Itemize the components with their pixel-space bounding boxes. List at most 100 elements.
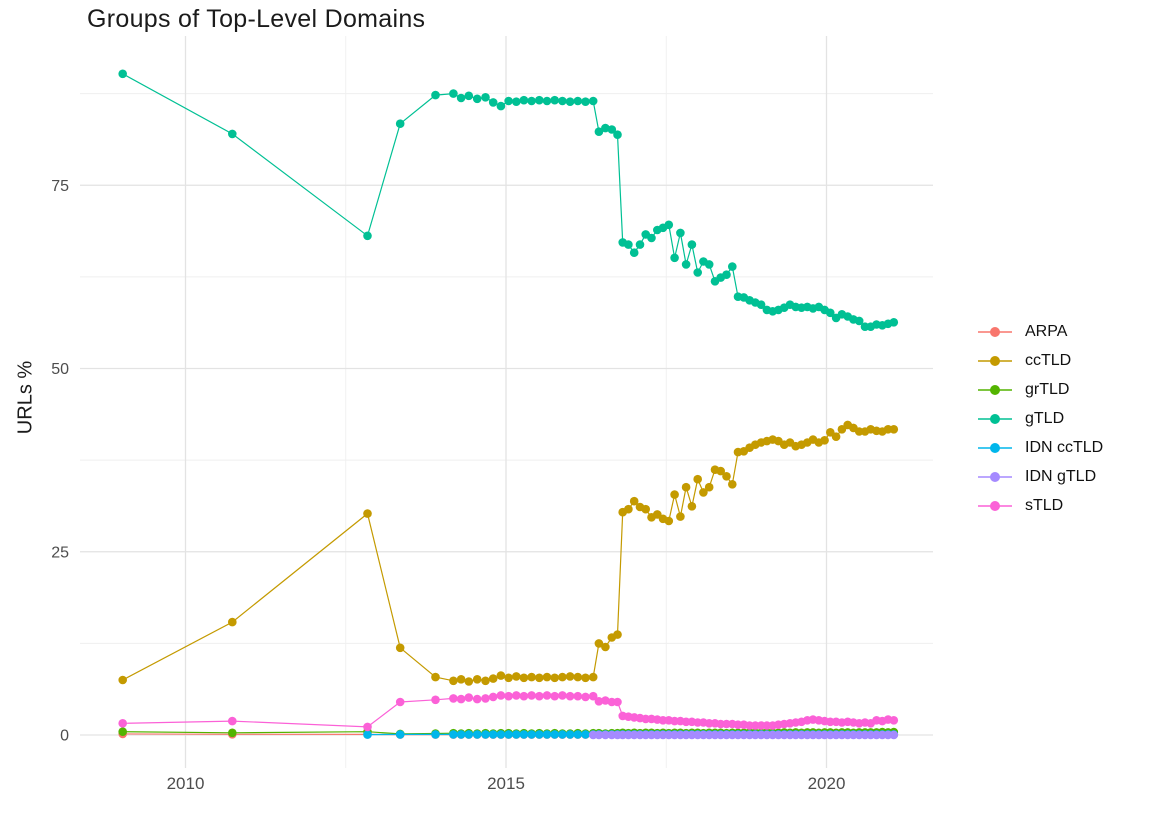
- data-point-gtld: [589, 97, 598, 106]
- data-point-gtld: [457, 94, 466, 103]
- data-point-stld: [481, 694, 490, 703]
- data-point-cctld: [527, 673, 536, 682]
- data-point-gtld: [465, 92, 474, 101]
- data-point-idn-cctld: [574, 730, 583, 739]
- legend-key-icon: [976, 412, 1014, 426]
- data-point-cctld: [601, 643, 610, 652]
- data-point-cctld: [665, 517, 674, 526]
- data-point-idn-cctld: [581, 730, 590, 739]
- data-point-gtld: [670, 253, 679, 262]
- data-point-cctld: [520, 674, 529, 683]
- data-point-gtld: [665, 221, 674, 230]
- data-point-cctld: [624, 505, 633, 514]
- data-point-cctld: [613, 630, 622, 639]
- data-point-gtld: [566, 97, 575, 106]
- legend-label: IDN ccTLD: [1025, 439, 1103, 457]
- data-point-stld: [581, 693, 590, 702]
- legend-key-icon: [976, 354, 1014, 368]
- legend-label: ccTLD: [1025, 352, 1071, 370]
- x-tick-label: 2020: [808, 774, 846, 793]
- data-point-cctld: [558, 673, 567, 682]
- data-point-gtld: [890, 318, 899, 327]
- data-point-stld: [363, 723, 372, 732]
- data-point-stld: [489, 693, 498, 702]
- data-point-cctld: [396, 644, 405, 653]
- data-point-gtld: [728, 262, 737, 271]
- data-point-stld: [431, 696, 440, 705]
- x-tick-label: 2015: [487, 774, 525, 793]
- data-point-cctld: [512, 672, 521, 681]
- data-point-cctld: [550, 674, 559, 683]
- data-point-stld: [504, 692, 513, 701]
- data-point-cctld: [566, 672, 575, 681]
- legend-key-icon: [976, 499, 1014, 513]
- data-point-gtld: [636, 240, 645, 249]
- x-tick-label: 2010: [167, 774, 205, 793]
- data-point-stld: [473, 695, 482, 704]
- data-point-cctld: [676, 512, 685, 521]
- data-point-idn-cctld: [527, 730, 536, 739]
- data-point-cctld: [890, 425, 899, 434]
- data-point-gtld: [363, 232, 372, 241]
- data-point-idn-cctld: [481, 730, 490, 739]
- data-point-gtld: [512, 97, 521, 106]
- legend-label: grTLD: [1025, 381, 1069, 399]
- data-point-gtld: [543, 97, 552, 106]
- data-point-stld: [613, 698, 622, 707]
- data-point-stld: [550, 692, 559, 701]
- data-point-cctld: [832, 432, 841, 441]
- data-point-gtld: [497, 102, 506, 111]
- legend-item-arpa: ARPA: [976, 322, 1103, 342]
- data-point-gtld: [473, 95, 482, 104]
- data-point-cctld: [449, 677, 458, 686]
- data-point-gtld: [535, 96, 544, 105]
- data-point-cctld: [688, 502, 697, 511]
- data-point-stld: [228, 717, 237, 726]
- y-tick-label: 0: [60, 728, 69, 745]
- data-point-idn-cctld: [566, 730, 575, 739]
- data-point-cctld: [228, 618, 237, 627]
- legend-label: IDN gTLD: [1025, 468, 1096, 486]
- data-point-idn-cctld: [473, 730, 482, 739]
- data-point-idn-cctld: [431, 730, 440, 739]
- legend-label: gTLD: [1025, 410, 1064, 428]
- data-point-idn-cctld: [465, 730, 474, 739]
- data-point-gtld: [449, 89, 458, 98]
- y-axis-title: URLs %: [15, 308, 38, 488]
- data-point-stld: [574, 692, 583, 701]
- legend-key-icon: [976, 470, 1014, 484]
- data-point-stld: [558, 691, 567, 700]
- data-point-cctld: [489, 674, 498, 683]
- data-point-cctld: [457, 675, 466, 684]
- data-point-stld: [512, 691, 521, 700]
- data-point-idn-cctld: [363, 730, 372, 739]
- data-point-gtld: [688, 240, 697, 249]
- data-point-gtld: [550, 96, 559, 105]
- data-point-cctld: [581, 674, 590, 683]
- data-point-cctld: [535, 674, 544, 683]
- data-point-stld: [449, 694, 458, 703]
- data-point-idn-cctld: [520, 730, 529, 739]
- data-point-gtld: [481, 93, 490, 102]
- data-point-gtld: [558, 97, 567, 106]
- data-point-stld: [543, 691, 552, 700]
- legend-key-icon: [976, 325, 1014, 339]
- data-point-cctld: [693, 475, 702, 484]
- data-point-cctld: [497, 671, 506, 680]
- data-point-idn-cctld: [512, 730, 521, 739]
- data-point-gtld: [647, 234, 656, 243]
- legend-item-stld: sTLD: [976, 496, 1103, 516]
- data-point-idn-cctld: [457, 730, 466, 739]
- legend-label: ARPA: [1025, 323, 1067, 341]
- data-point-cctld: [118, 676, 127, 685]
- data-point-cctld: [589, 673, 598, 682]
- data-point-stld: [566, 692, 575, 701]
- data-point-cctld: [574, 673, 583, 682]
- data-point-gtld: [676, 229, 685, 238]
- data-point-gtld: [228, 130, 237, 139]
- data-point-cctld: [431, 673, 440, 682]
- y-tick-label: 75: [51, 178, 69, 195]
- data-point-stld: [497, 691, 506, 700]
- data-point-stld: [396, 698, 405, 707]
